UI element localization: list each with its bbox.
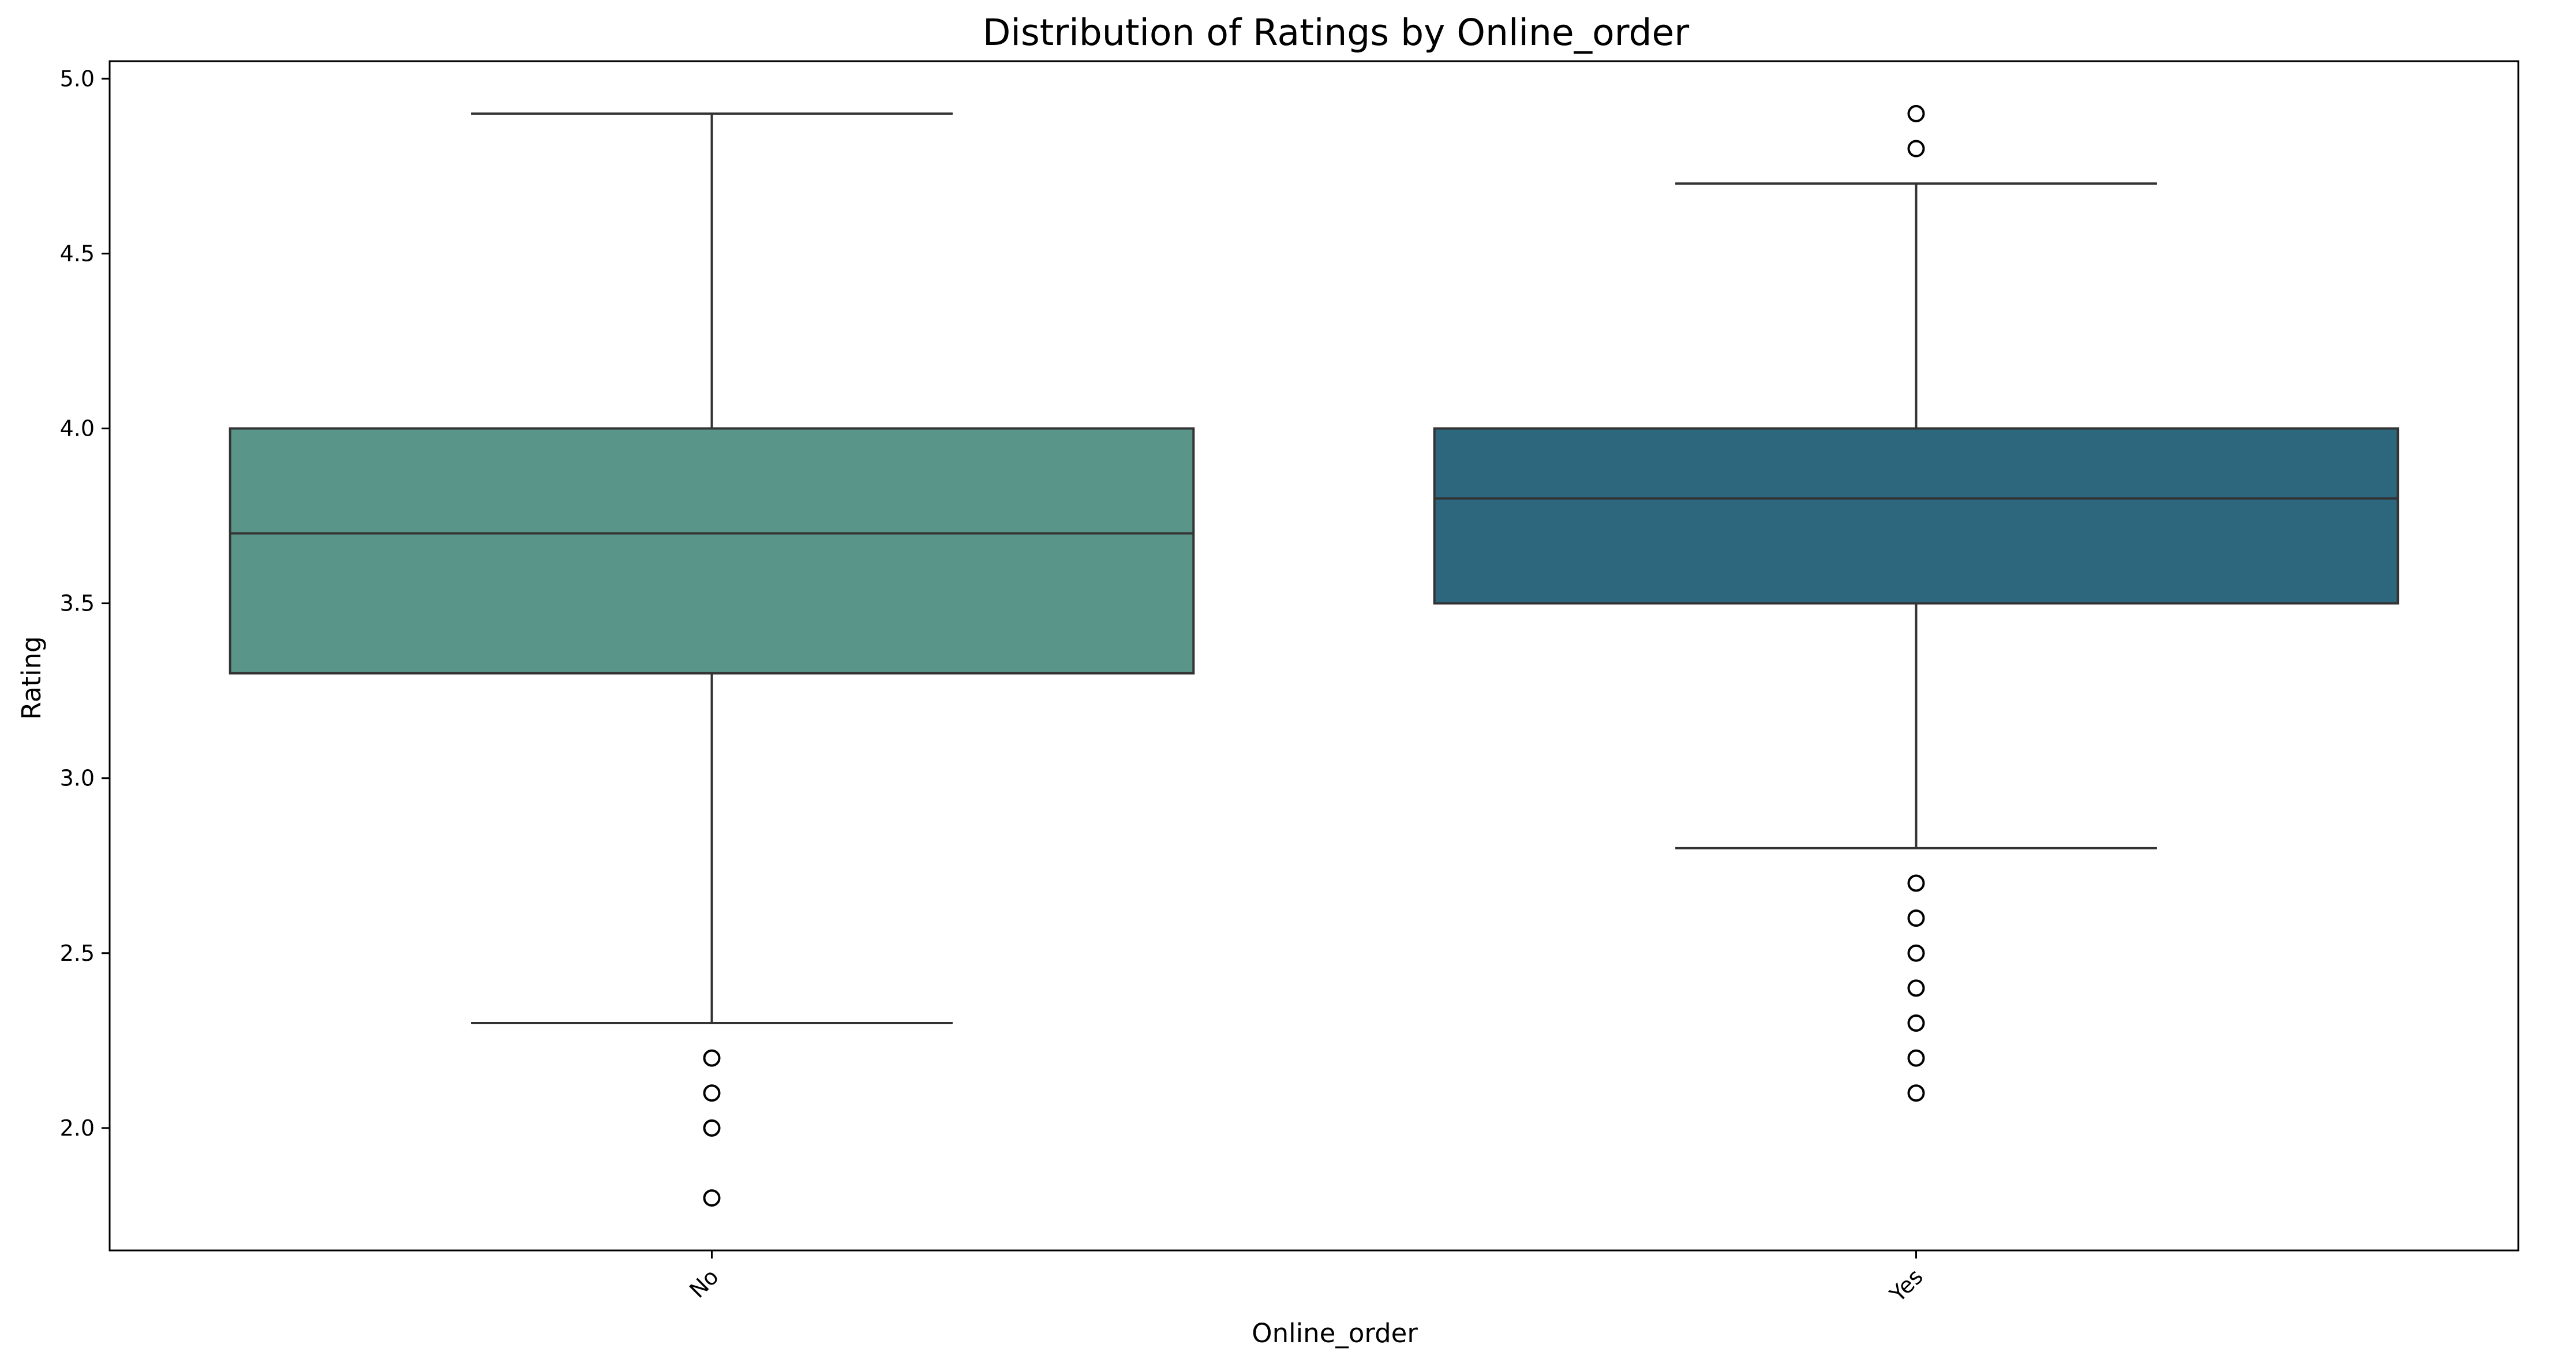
y-tick-label: 4.0 — [60, 415, 95, 441]
outlier-point — [1907, 874, 1925, 892]
y-tick-label: 3.5 — [60, 591, 95, 616]
y-tick-label: 3.0 — [60, 766, 95, 791]
plot-frame — [108, 60, 2519, 1252]
x-axis: No Yes — [684, 1250, 1928, 1307]
outlier-point — [703, 1049, 721, 1067]
x-tick-label: Yes — [1885, 1264, 1928, 1307]
outlier-point — [1907, 944, 1925, 962]
outlier-point — [1907, 1014, 1925, 1032]
y-tick-label: 2.5 — [60, 941, 95, 966]
outlier-point — [1907, 979, 1925, 997]
y-axis: 2.0 2.5 3.0 3.5 4.0 4.5 5.0 — [60, 66, 110, 1141]
y-tick-label: 2.0 — [60, 1115, 95, 1141]
y-tick-label: 4.5 — [60, 241, 95, 266]
boxes-layer — [229, 104, 2399, 1207]
outlier-point — [1907, 1049, 1925, 1067]
outlier-point — [1907, 140, 1925, 158]
y-tick-label: 5.0 — [60, 66, 95, 91]
box-no — [229, 427, 1195, 675]
outlier-point — [703, 1084, 721, 1102]
outlier-point — [1907, 104, 1925, 122]
box-group-no — [229, 112, 1195, 1207]
x-tick-label: No — [684, 1264, 724, 1303]
box-group-yes — [1433, 104, 2399, 1102]
chart-title: Distribution of Ratings by Online_order — [983, 12, 1689, 54]
outlier-point — [703, 1189, 721, 1207]
outlier-point — [1907, 1084, 1925, 1102]
box-yes — [1433, 427, 2399, 605]
y-axis-label: Rating — [16, 636, 47, 720]
outlier-point — [703, 1119, 721, 1137]
x-axis-label: Online_order — [1252, 1318, 1418, 1349]
outlier-point — [1907, 909, 1925, 927]
